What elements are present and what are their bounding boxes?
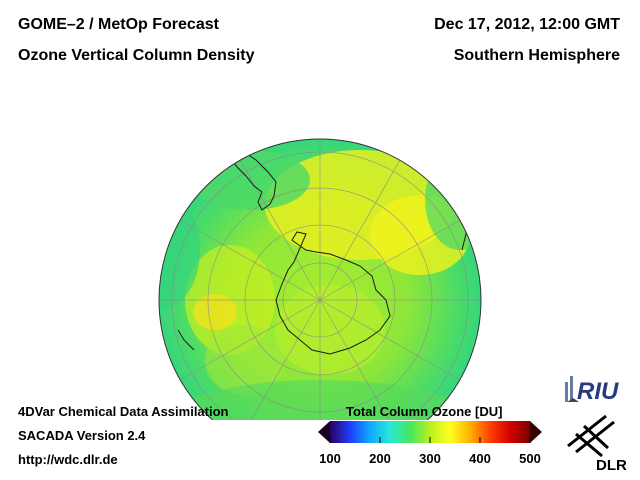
colorbar-tick-label: 400 — [469, 451, 491, 466]
dlr-logo-text: DLR — [596, 457, 627, 474]
antarctica-coastline — [275, 231, 391, 355]
ozone-low-patch — [170, 380, 470, 420]
hemisphere-label: Southern Hemisphere — [453, 47, 620, 64]
version-label: SACADA Version 2.4 — [18, 428, 146, 443]
map-subtitle: Ozone Vertical Column Density — [18, 47, 255, 64]
map-title: GOME–2 / MetOp Forecast — [18, 16, 219, 33]
globe-outline — [158, 138, 482, 420]
riu-logo-text: RIU — [577, 378, 619, 405]
south-america-coastline — [221, 139, 277, 211]
colorbar-tick-label: 200 — [369, 451, 391, 466]
colorbar-title: Total Column Ozone [DU] — [346, 404, 503, 419]
ozone-patch — [193, 294, 237, 330]
riu-logo: RIU — [565, 376, 619, 405]
coastline-fragment — [177, 329, 195, 351]
assimilation-label: 4DVar Chemical Data Assimilation — [18, 404, 229, 419]
ozone-patch — [275, 285, 385, 375]
dlr-logo-mark — [567, 414, 615, 458]
dlr-logo: DLR — [567, 414, 627, 474]
colorbar — [318, 421, 542, 443]
ozone-patch — [205, 325, 285, 395]
website-link[interactable]: http://wdc.dlr.de — [18, 452, 118, 467]
colorbar-tick-label: 500 — [519, 451, 541, 466]
coastline-fragment — [185, 143, 215, 153]
colorbar-tick-label: 300 — [419, 451, 441, 466]
ozone-low-patch — [425, 150, 481, 250]
ozone-globe-map — [158, 138, 482, 420]
colorbar-max-arrow — [530, 421, 542, 443]
forecast-date: Dec 17, 2012, 12:00 GMT — [434, 16, 620, 33]
colorbar-tick-label: 100 — [319, 451, 341, 466]
colorbar-min-arrow — [318, 421, 330, 443]
ozone-low-patch — [190, 150, 310, 210]
graticule — [159, 139, 481, 420]
